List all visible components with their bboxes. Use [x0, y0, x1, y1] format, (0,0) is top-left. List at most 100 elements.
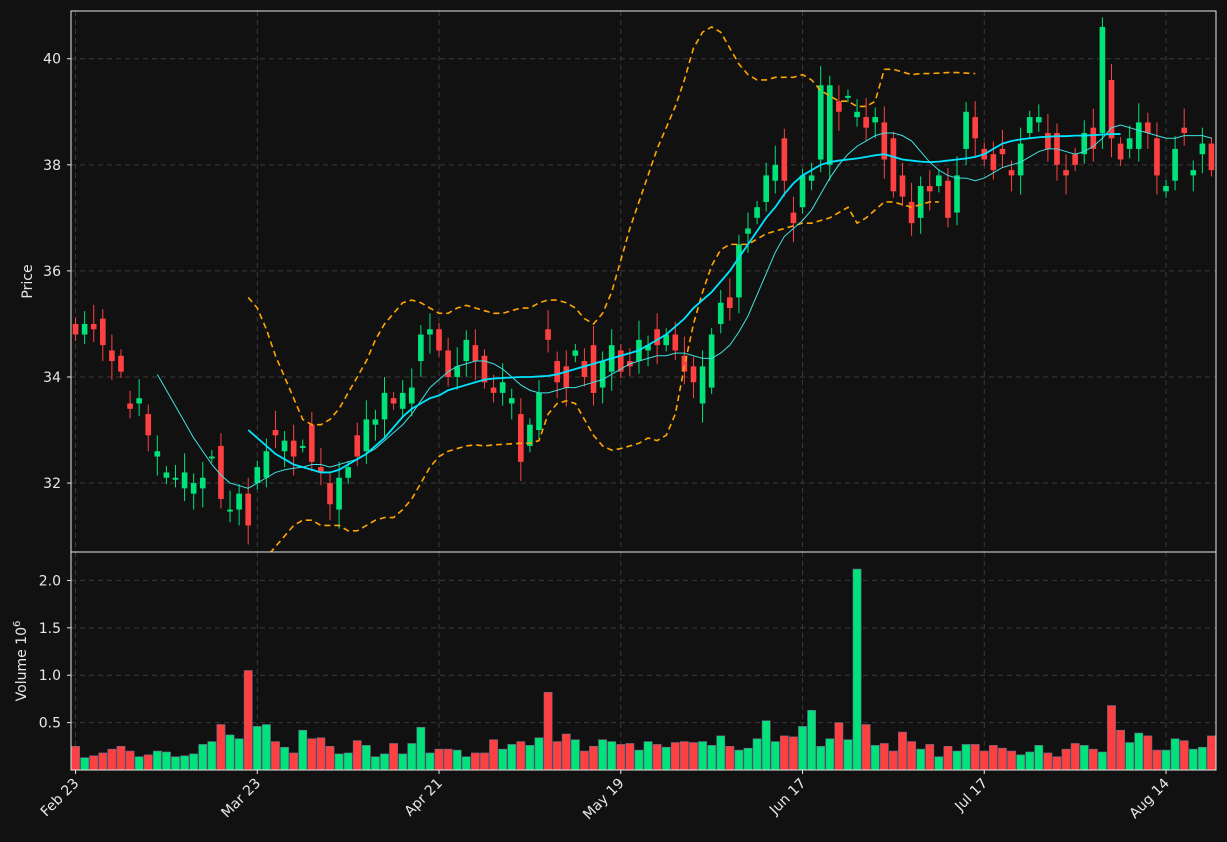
- volume-bar: [1188, 748, 1198, 770]
- volume-bar: [889, 750, 898, 770]
- candle-body: [245, 493, 252, 526]
- candle-body: [1063, 170, 1069, 176]
- volume-bar: [1116, 729, 1125, 770]
- volume-bar: [834, 722, 844, 770]
- candle-body: [408, 387, 415, 404]
- volume-bar: [1197, 746, 1207, 770]
- candle-body: [1045, 132, 1051, 149]
- candle-body: [90, 323, 97, 330]
- candle-body: [1172, 148, 1178, 181]
- lower-band-line: [269, 201, 939, 552]
- candle-body: [418, 334, 424, 362]
- volume-bar: [716, 735, 726, 770]
- candle-body: [572, 350, 579, 356]
- x-tick-label: May 19: [580, 776, 628, 824]
- volume-tick-label: 0.5: [39, 716, 61, 732]
- candle-body: [1154, 138, 1160, 176]
- volume-bar: [943, 746, 953, 770]
- volume-bar: [198, 744, 208, 770]
- candle-body: [199, 477, 206, 489]
- x-tick-label: Jul 17: [951, 776, 991, 816]
- volume-bar: [1088, 748, 1098, 770]
- volume-bar: [116, 746, 126, 770]
- volume-bar: [525, 745, 535, 770]
- candle-body: [1026, 117, 1033, 133]
- volume-bar: [952, 750, 962, 770]
- candle-body: [1181, 127, 1188, 133]
- candle-body: [1208, 143, 1215, 171]
- candle-body: [163, 472, 170, 478]
- volume-bar: [661, 746, 671, 770]
- volume-bar: [1152, 749, 1162, 770]
- volume-bar: [134, 756, 144, 770]
- candle-body: [926, 186, 933, 192]
- candle-body: [508, 398, 515, 404]
- volume-bar: [979, 750, 989, 770]
- candle-body: [390, 398, 397, 404]
- volume-bar: [988, 745, 998, 770]
- candle-body: [836, 101, 842, 112]
- price-tick-label: 40: [43, 52, 61, 68]
- volume-bar: [216, 724, 226, 770]
- candle-body: [645, 345, 651, 351]
- volume-bar: [534, 737, 544, 770]
- volume-bar: [870, 745, 880, 770]
- volume-bar: [498, 748, 508, 770]
- price-tick-label: 38: [43, 158, 61, 174]
- candle-body: [936, 175, 942, 187]
- candle-body: [872, 117, 879, 123]
- candle-body: [518, 414, 524, 462]
- candle-body: [1090, 127, 1097, 149]
- candle-body: [127, 403, 133, 409]
- volume-bar: [761, 720, 771, 770]
- volume-bar: [389, 743, 398, 770]
- candle-body: [236, 493, 242, 510]
- candle-body: [617, 350, 624, 372]
- volume-bar: [825, 738, 835, 770]
- volume-axis-title-sup: 6: [12, 621, 23, 627]
- volume-bar: [325, 746, 335, 770]
- candle-body: [354, 435, 361, 457]
- moving-average-short-line: [156, 124, 1212, 489]
- volume-tick-label: 2.0: [39, 573, 61, 589]
- candle-body: [190, 483, 197, 494]
- volume-bar: [752, 738, 762, 770]
- volume-bars: [71, 568, 1216, 770]
- volume-bar: [143, 754, 153, 770]
- volume-bar: [1070, 743, 1080, 770]
- volume-bar: [98, 752, 108, 770]
- candle-body: [554, 361, 560, 383]
- volume-bar: [352, 740, 362, 770]
- candle-body: [781, 138, 788, 181]
- volume-bar: [898, 731, 907, 770]
- overlay-lines: [156, 25, 1212, 552]
- candle-body: [890, 138, 897, 192]
- volume-bar: [843, 739, 853, 770]
- volume-bar: [598, 739, 607, 770]
- volume-bar: [107, 748, 117, 770]
- volume-bar: [298, 729, 308, 770]
- volume-bar: [480, 752, 489, 770]
- candle-body: [990, 154, 997, 171]
- candle-body: [754, 207, 760, 218]
- candle-body: [281, 440, 288, 452]
- volume-bar: [489, 739, 498, 770]
- candle-body: [318, 467, 324, 473]
- candle-body: [536, 392, 542, 431]
- candle-body: [172, 477, 179, 480]
- x-tick-label: Aug 14: [1126, 775, 1172, 821]
- candle-body: [845, 95, 851, 98]
- moving-average-long-line: [247, 133, 1121, 474]
- candle-body: [290, 440, 297, 457]
- candle-body: [1017, 143, 1024, 176]
- volume-bar: [561, 733, 571, 770]
- candle-body: [1117, 143, 1124, 160]
- volume-bar: [425, 752, 435, 770]
- candle-body: [209, 456, 215, 459]
- volume-bar: [1107, 705, 1116, 770]
- volume-bar: [470, 752, 480, 770]
- x-tick-label: Mar 23: [218, 776, 264, 822]
- price-axis-title: Price: [20, 264, 36, 298]
- volume-bar: [1034, 745, 1044, 770]
